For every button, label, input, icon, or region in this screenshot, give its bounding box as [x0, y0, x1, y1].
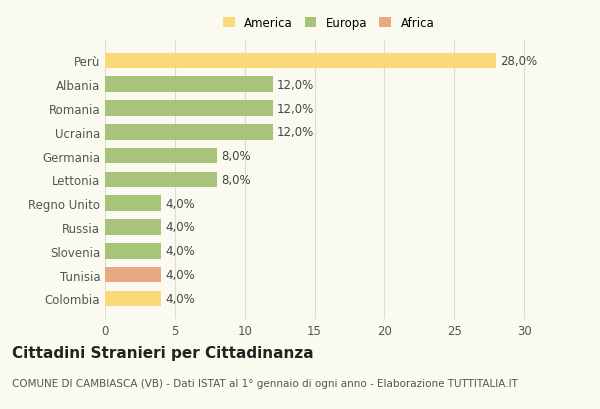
Text: 12,0%: 12,0%: [277, 102, 314, 115]
Text: 12,0%: 12,0%: [277, 126, 314, 139]
Text: 4,0%: 4,0%: [165, 221, 195, 234]
Bar: [105, 220, 161, 235]
Text: 28,0%: 28,0%: [500, 55, 538, 68]
Bar: [105, 54, 496, 69]
Bar: [105, 172, 217, 188]
Bar: [105, 243, 161, 259]
Legend: America, Europa, Africa: America, Europa, Africa: [220, 15, 437, 32]
Text: COMUNE DI CAMBIASCA (VB) - Dati ISTAT al 1° gennaio di ogni anno - Elaborazione : COMUNE DI CAMBIASCA (VB) - Dati ISTAT al…: [12, 378, 518, 388]
Text: 4,0%: 4,0%: [165, 245, 195, 258]
Bar: [105, 196, 161, 211]
Text: 4,0%: 4,0%: [165, 197, 195, 210]
Bar: [105, 77, 272, 93]
Bar: [105, 291, 161, 306]
Text: 12,0%: 12,0%: [277, 79, 314, 92]
Text: Cittadini Stranieri per Cittadinanza: Cittadini Stranieri per Cittadinanza: [12, 346, 314, 361]
Bar: [105, 267, 161, 283]
Bar: [105, 148, 217, 164]
Text: 4,0%: 4,0%: [165, 268, 195, 281]
Bar: [105, 125, 272, 140]
Text: 8,0%: 8,0%: [221, 173, 251, 187]
Text: 4,0%: 4,0%: [165, 292, 195, 305]
Text: 8,0%: 8,0%: [221, 150, 251, 163]
Bar: [105, 101, 272, 117]
